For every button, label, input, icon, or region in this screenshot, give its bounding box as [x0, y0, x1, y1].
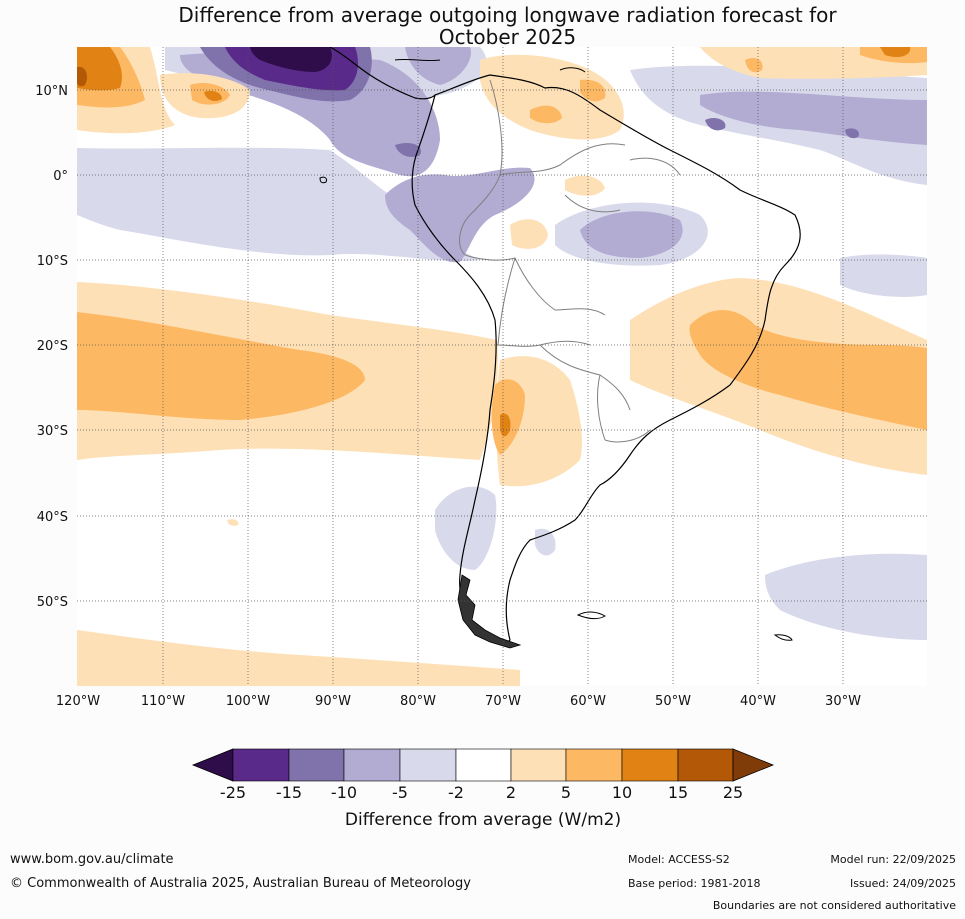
anomaly-region-orange	[77, 312, 365, 420]
anomaly-region-light-purple	[77, 147, 480, 262]
anomaly-region-dark-purple	[705, 117, 726, 131]
anomaly-region-dark-orange	[500, 413, 511, 437]
anomaly-region-light-purple	[840, 254, 927, 297]
colorbar-tick-label: -5	[392, 783, 408, 802]
colorbar-segment	[621, 748, 679, 782]
colorbar-segment	[399, 748, 457, 782]
lon-label: 50°W	[655, 694, 691, 709]
coastline-falklands	[576, 611, 607, 619]
latitude-labels: 10°N 0° 10°S 20°S 30°S 40°S 50°S	[35, 84, 68, 610]
graticule	[77, 47, 927, 686]
lat-label: 10°S	[37, 254, 68, 269]
lat-label: 40°S	[37, 510, 68, 525]
anomaly-region-light-orange	[565, 175, 605, 196]
colorbar-arrow-right	[732, 748, 775, 782]
colorbar-tick-label: 5	[561, 783, 571, 802]
anomaly-region-dark-orange	[880, 47, 911, 58]
anomaly-region-dark-purple	[845, 128, 859, 139]
colorbar-tick-label: -10	[331, 783, 357, 802]
lon-label: 110°W	[141, 694, 185, 709]
colorbar-arrow-left	[191, 748, 234, 782]
lon-label: 30°W	[825, 694, 861, 709]
anomaly-region-orange	[580, 79, 606, 102]
anomaly-region-dark-purple	[395, 143, 421, 157]
lat-label: 0°	[53, 169, 68, 184]
footer-issued: Issued: 24/09/2025	[849, 877, 956, 890]
colorbar-title: Difference from average (W/m2)	[345, 810, 621, 830]
footer-disclaimer: Boundaries are not considered authoritat…	[712, 899, 956, 912]
footer-copyright: © Commonwealth of Australia 2025, Austra…	[10, 876, 471, 891]
colorbar-segment	[343, 748, 401, 782]
footer-url: www.bom.gov.au/climate	[10, 852, 174, 867]
footer-model: Model: ACCESS-S2	[628, 853, 730, 866]
coastline-galapagos	[319, 176, 327, 184]
lon-label: 70°W	[485, 694, 521, 709]
colorbar-tick-label: 10	[612, 783, 632, 802]
colorbar-segment	[455, 748, 512, 782]
coastline-south-georgia	[773, 634, 793, 641]
colorbar-segment	[232, 748, 290, 782]
colorbar-tick-labels: -25 -15 -10 -5 -2 2 5 10 15 25	[220, 783, 743, 802]
anomaly-region-purple	[385, 167, 535, 263]
footer-model-run: Model run: 22/09/2025	[830, 853, 956, 866]
anomaly-region-brown	[77, 66, 88, 87]
anomaly-region-light-orange	[480, 54, 624, 140]
colorbar-tick-label: -15	[276, 783, 302, 802]
lat-label: 10°N	[35, 84, 68, 99]
coastline-tierra-del-fuego	[457, 574, 522, 649]
anomaly-region-dark-orange	[204, 90, 222, 101]
colorbar-tick-label: 25	[723, 783, 743, 802]
colorbar-segment	[510, 748, 567, 782]
anomaly-region-light-purple	[535, 528, 556, 556]
anomaly-region-deep-purple	[250, 47, 332, 72]
title-line-1: Difference from average outgoing longwav…	[178, 3, 837, 27]
lon-label: 60°W	[570, 694, 606, 709]
title-line-2: October 2025	[438, 25, 577, 49]
anomaly-region-light-purple	[765, 553, 927, 640]
colorbar-segment	[565, 748, 623, 782]
anomaly-region-purple	[180, 52, 440, 177]
map-panel	[77, 47, 927, 686]
lat-label: 50°S	[37, 595, 68, 610]
colorbar-tick-label: -25	[220, 783, 246, 802]
coastline-south-america	[411, 74, 801, 643]
colorbar-segment	[677, 748, 734, 782]
coastline-caribbean	[394, 58, 586, 73]
coastline-central-america	[329, 47, 436, 100]
colorbar-tick-label: 2	[506, 783, 516, 802]
anomaly-region-orange	[689, 310, 927, 430]
lon-label: 40°W	[740, 694, 776, 709]
colorbar-tick-label: 15	[668, 783, 688, 802]
colorbar	[191, 748, 775, 782]
anomaly-region-purple	[580, 211, 683, 258]
anomaly-region-light-orange	[227, 519, 239, 526]
lat-label: 20°S	[37, 339, 68, 354]
anomaly-region-dark-orange	[77, 47, 122, 91]
lon-label: 120°W	[56, 694, 100, 709]
map-title: Difference from average outgoing longwav…	[0, 4, 965, 48]
anomaly-region-purple	[405, 47, 471, 85]
country-borders	[459, 79, 681, 443]
colorbar-segment	[288, 748, 345, 782]
anomaly-region-purple	[700, 91, 927, 145]
lon-label: 80°W	[400, 694, 436, 709]
anomaly-region-orange	[530, 105, 562, 124]
anomaly-region-light-purple	[435, 486, 497, 570]
longitude-labels: 120°W 110°W 100°W 90°W 80°W 70°W 60°W 50…	[56, 694, 861, 709]
lat-label: 30°S	[37, 424, 68, 439]
lon-label: 100°W	[226, 694, 270, 709]
lon-label: 90°W	[315, 694, 351, 709]
colorbar-tick-label: -2	[448, 783, 464, 802]
footer-base-period: Base period: 1981-2018	[628, 877, 761, 890]
anomaly-region-light-orange	[510, 219, 548, 249]
anomaly-region-light-orange	[77, 630, 520, 686]
